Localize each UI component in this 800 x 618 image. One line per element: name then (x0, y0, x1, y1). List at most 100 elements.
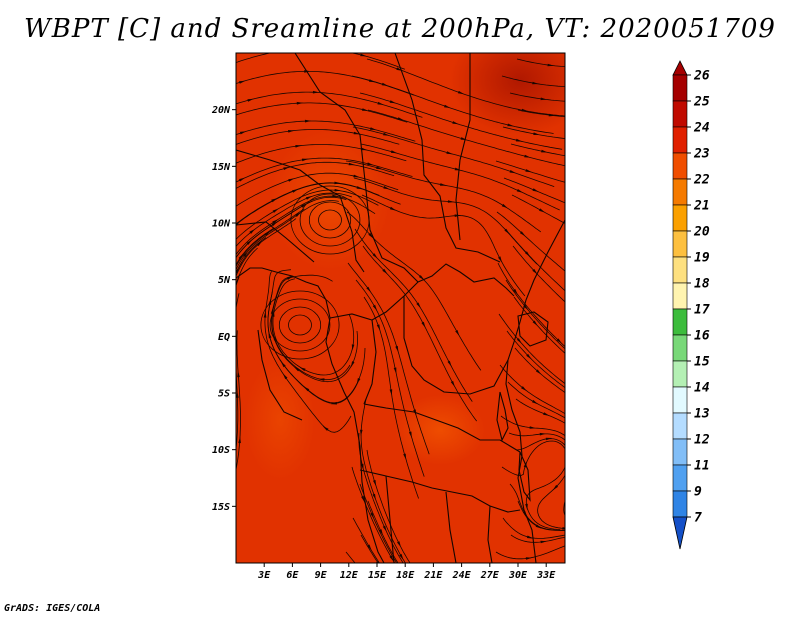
streamline-arrowhead (421, 321, 426, 328)
streamline-arrowhead (360, 53, 367, 57)
streamline (236, 208, 305, 268)
streamline (514, 347, 565, 394)
colorbar-segment (672, 334, 688, 362)
colorbar-segment (672, 282, 688, 310)
streamline (504, 228, 565, 292)
streamline-arrowhead (450, 380, 455, 387)
streamline-arrowhead (525, 251, 531, 257)
streamline-arrowhead (296, 101, 304, 105)
streamline-arrowhead (525, 503, 528, 511)
border (236, 221, 315, 263)
streamline-arrowhead (246, 239, 252, 245)
streamline-arrowhead (452, 121, 459, 125)
streamline-arrowhead (552, 484, 559, 491)
streamline-arrowhead (243, 251, 248, 257)
streamline-arrowhead (532, 188, 539, 192)
streamline-arrowhead (246, 46, 252, 49)
streamline-arrowhead (304, 119, 312, 123)
streamline (236, 182, 380, 225)
lat-tick-label: 20N (211, 105, 231, 116)
streamline (499, 364, 565, 415)
border (487, 505, 493, 563)
streamline-arrowhead (272, 219, 279, 224)
streamline (502, 517, 565, 539)
lon-tick-label: 24E (452, 570, 472, 581)
streamline-arrowhead (360, 429, 363, 437)
streamline-arrowhead (564, 385, 565, 386)
colorbar-label: 19 (694, 251, 710, 266)
streamline-arrowhead (301, 203, 308, 208)
streamline-arrowhead (293, 366, 300, 372)
streamline (345, 551, 356, 563)
lat-tick-label: 5S (218, 389, 230, 400)
lon-tick-label: 12E (340, 570, 359, 581)
streamline-arrowhead (273, 334, 277, 341)
lon-tick-label: 33E (536, 570, 556, 581)
streamline-arrowhead (562, 527, 565, 530)
streamline-arrowhead (270, 307, 274, 314)
streamline-arrowhead (295, 48, 301, 51)
streamline-arrowhead (295, 145, 302, 148)
streamline-arrowhead (376, 166, 383, 170)
streamline-arrowhead (515, 138, 523, 142)
streamline-arrowhead (286, 276, 294, 280)
streamline-arrowhead (224, 300, 227, 306)
streamline (516, 438, 565, 529)
map-frame (235, 52, 566, 564)
streamline-arrowhead (572, 476, 575, 482)
colorbar-label: 14 (694, 381, 710, 396)
lon-tick-label: 21E (423, 570, 443, 581)
lat-tick-label: EQ (218, 332, 230, 343)
streamline (513, 296, 565, 354)
streamline-loop (318, 209, 342, 231)
streamline-arrowhead (356, 378, 361, 385)
streamline-arrowhead (532, 268, 538, 275)
streamline (236, 129, 400, 145)
streamline-arrowhead (418, 275, 425, 281)
colorbar-segment (672, 412, 688, 440)
streamline-arrowhead (330, 401, 337, 405)
streamline-arrowhead (218, 235, 223, 240)
streamline-arrowhead (224, 146, 230, 150)
streamline-arrowhead (332, 194, 339, 198)
lon-tick-label: 30E (508, 570, 528, 581)
streamline-arrowhead (532, 81, 539, 85)
lat-tick-label: 10S (212, 445, 230, 456)
streamline (236, 144, 407, 164)
streamline-arrowhead (283, 167, 290, 170)
streamline-arrowhead (521, 108, 528, 112)
streamline-arrowhead (535, 369, 542, 375)
streamline-arrowhead (373, 480, 377, 487)
streamline-arrowhead (214, 295, 217, 301)
streamline (367, 500, 399, 563)
streamline-arrowhead (207, 430, 210, 436)
streamline-arrowhead (222, 249, 227, 255)
streamline-arrowhead (239, 177, 246, 182)
border (394, 53, 501, 263)
lat-tick-label: 5N (218, 275, 231, 286)
streamline-arrowhead (353, 174, 360, 178)
border (359, 469, 521, 513)
colorbar-segment (672, 256, 688, 284)
streamline-arrowhead (227, 352, 230, 358)
colorbar-bottom-arrow (672, 516, 688, 550)
border (363, 403, 500, 441)
streamline-arrowhead (509, 170, 516, 174)
streamline-arrowhead (447, 360, 452, 367)
streamline-arrowhead (292, 189, 299, 193)
streamline-arrowhead (390, 150, 398, 154)
streamline-loop (299, 193, 361, 247)
colorbar-label: 24 (693, 121, 710, 136)
streamline-arrowhead (226, 267, 230, 273)
colorbar-label: 16 (694, 329, 710, 344)
colorbar-segment (672, 360, 688, 388)
streamline-arrowhead (367, 544, 372, 551)
streamline-arrowhead (446, 151, 453, 155)
colorbar-segment (672, 438, 688, 466)
lon-tick-label: 18E (396, 570, 415, 581)
colorbar-segment (672, 230, 688, 258)
streamline-arrowhead (519, 231, 526, 237)
colorbar-label: 17 (694, 303, 710, 318)
colorbar-segment (672, 490, 688, 518)
streamline-arrowhead (440, 183, 447, 186)
